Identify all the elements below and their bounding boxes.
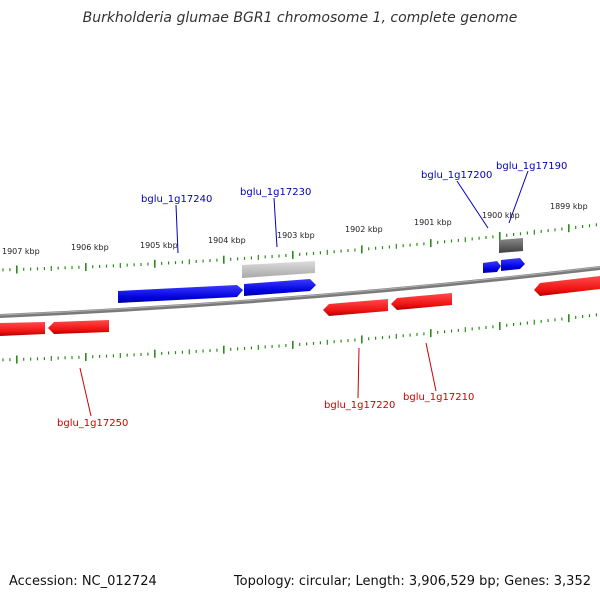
gene-label-bglu_1g17240[interactable]: bglu_1g17240 [141, 194, 212, 205]
scale-label-1906kbp: 1906 kbp [71, 243, 109, 252]
map-title: Burkholderia glumae BGR1 chromosome 1, c… [82, 10, 518, 26]
gene-bglu_1g17190[interactable] [501, 258, 525, 271]
gene-label-bglu_1g17200[interactable]: bglu_1g17200 [421, 170, 492, 181]
gene-dark-1900kbp[interactable] [499, 238, 523, 253]
forward-leader-lines [175, 170, 529, 254]
scale-label-1904kbp: 1904 kbp [208, 236, 246, 245]
gene-label-bglu_1g17210[interactable]: bglu_1g17210 [403, 392, 474, 403]
gene-label-bglu_1g17220[interactable]: bglu_1g17220 [324, 400, 395, 411]
scale-ticks-outer [2, 223, 598, 274]
scale-label-1907kbp: 1907 kbp [2, 247, 40, 256]
genome-summary-text: Topology: circular; Length: 3,906,529 bp… [233, 574, 591, 589]
gene-pseudo-1903kbp[interactable] [242, 261, 315, 278]
gene-partial-right[interactable] [534, 276, 600, 296]
scale-label-1905kbp: 1905 kbp [140, 241, 178, 250]
gene-bglu_1g17230[interactable] [244, 279, 316, 296]
gene-partial-left[interactable] [0, 322, 45, 336]
scale-labels: 1907 kbp 1906 kbp 1905 kbp 1904 kbp 1903… [2, 202, 588, 256]
scale-label-1902kbp: 1902 kbp [345, 225, 383, 234]
scale-label-1900kbp: 1900 kbp [482, 211, 520, 220]
forward-gene-labels: bglu_1g17240 bglu_1g17230 bglu_1g17200 b… [141, 161, 567, 205]
gene-bglu_1g17200[interactable] [483, 261, 501, 273]
gene-bglu_1g17220[interactable] [323, 299, 388, 316]
scale-label-1901kbp: 1901 kbp [414, 218, 452, 227]
scale-label-1903kbp: 1903 kbp [277, 231, 315, 240]
gene-bglu_1g17250[interactable] [48, 320, 109, 334]
forward-strand-genes [118, 238, 525, 303]
gene-label-bglu_1g17190[interactable]: bglu_1g17190 [496, 161, 567, 172]
gene-bglu_1g17210[interactable] [391, 293, 452, 310]
reverse-leader-lines [79, 342, 437, 417]
scale-ticks-inner [2, 313, 598, 364]
gene-bglu_1g17240[interactable] [118, 285, 243, 303]
chromosome-backbone-highlight [0, 266, 600, 316]
accession-text: Accession: NC_012724 [9, 574, 157, 589]
gene-label-bglu_1g17250[interactable]: bglu_1g17250 [57, 418, 128, 429]
reverse-strand-genes [0, 276, 600, 336]
gene-label-bglu_1g17230[interactable]: bglu_1g17230 [240, 187, 311, 198]
reverse-gene-labels: bglu_1g17250 bglu_1g17220 bglu_1g17210 [57, 392, 474, 429]
scale-label-1899kbp: 1899 kbp [550, 202, 588, 211]
chromosome-backbone [0, 266, 600, 318]
